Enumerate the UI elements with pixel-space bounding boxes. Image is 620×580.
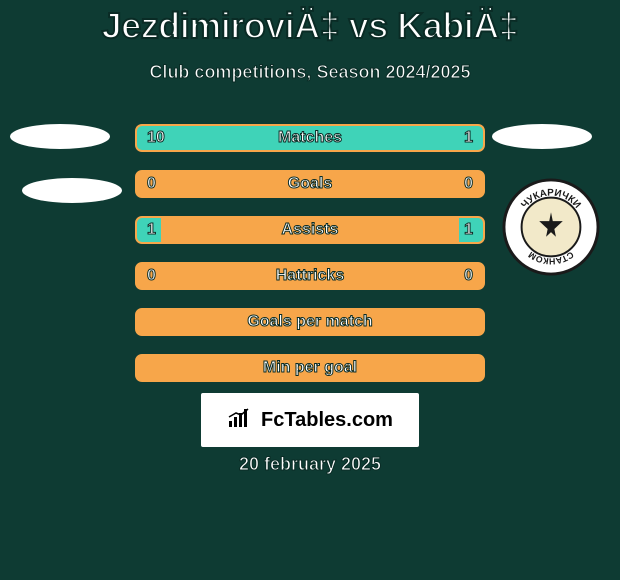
stat-right-value: 1 xyxy=(464,218,473,244)
comparison-infographic: JezdimiroviÄ‡ vs KabiÄ‡ Club competition… xyxy=(0,0,620,580)
stat-row-goals-per-match: Goals per match xyxy=(135,308,485,336)
stat-label: Min per goal xyxy=(137,356,483,382)
stat-label: Goals per match xyxy=(137,310,483,336)
stat-label: Goals xyxy=(137,172,483,198)
stat-label: Assists xyxy=(137,218,483,244)
player-right-shadow xyxy=(492,124,592,149)
stat-row-matches: 10 Matches 1 xyxy=(135,124,485,152)
stats-bars: 10 Matches 1 0 Goals 0 1 Assists 1 0 Hat… xyxy=(135,124,485,400)
player-left-shadow-1 xyxy=(10,124,110,149)
stat-row-hattricks: 0 Hattricks 0 xyxy=(135,262,485,290)
stat-label: Matches xyxy=(137,126,483,152)
stat-row-min-per-goal: Min per goal xyxy=(135,354,485,382)
date-text: 20 february 2025 xyxy=(0,454,620,475)
page-title: JezdimiroviÄ‡ vs KabiÄ‡ xyxy=(0,5,620,47)
page-subtitle: Club competitions, Season 2024/2025 xyxy=(0,62,620,83)
club-badge-right: ЧУКАРИЧКИ СТАНКОМ xyxy=(502,178,600,276)
stat-row-goals: 0 Goals 0 xyxy=(135,170,485,198)
stat-right-value: 0 xyxy=(464,172,473,198)
stat-right-value: 1 xyxy=(464,126,473,152)
brand-chart-icon xyxy=(227,407,253,434)
brand-text: FcTables.com xyxy=(261,409,393,432)
stat-row-assists: 1 Assists 1 xyxy=(135,216,485,244)
brand-box: FcTables.com xyxy=(201,393,419,447)
stat-right-value: 0 xyxy=(464,264,473,290)
player-left-shadow-2 xyxy=(22,178,122,203)
stat-label: Hattricks xyxy=(137,264,483,290)
